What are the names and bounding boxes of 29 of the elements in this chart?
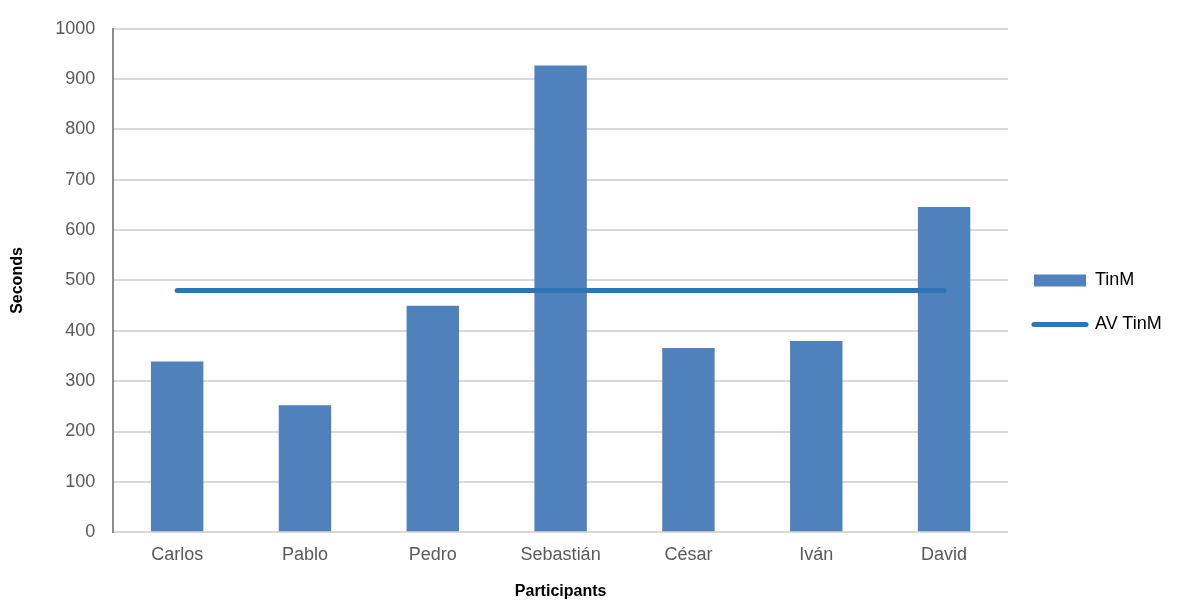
y-tick-label: 400 [65, 319, 96, 340]
legend-label: AV TinM [1094, 313, 1162, 334]
x-tick-label: David [921, 543, 968, 564]
bar [662, 347, 715, 532]
bar [278, 405, 332, 532]
bar [534, 65, 587, 532]
legend-label: TinM [1094, 269, 1135, 290]
y-tick-label: 700 [65, 168, 96, 189]
x-tick-label: Sebastián [520, 543, 601, 564]
bar [790, 340, 843, 532]
y-tick-label: 500 [65, 269, 96, 290]
y-tick-label: 900 [65, 68, 96, 89]
x-tick-label: Pablo [281, 543, 328, 564]
x-tick-label: Carlos [151, 543, 204, 564]
x-tick-label: César [664, 543, 713, 564]
y-tick-label: 1000 [55, 17, 96, 38]
y-tick-label: 200 [65, 420, 96, 441]
y-tick-label: 300 [65, 370, 96, 391]
bar [406, 305, 459, 532]
y-axis-title: Seconds [8, 247, 26, 314]
bar [150, 361, 204, 532]
x-tick-label: Iván [799, 543, 834, 564]
y-tick-label: 100 [65, 470, 96, 491]
y-tick-label: 600 [65, 219, 96, 240]
y-tick-label: 0 [85, 521, 96, 542]
bar [917, 207, 971, 532]
y-tick-label: 800 [65, 118, 96, 139]
x-axis-title: Participants [514, 581, 607, 599]
x-tick-label: Pedro [408, 543, 457, 564]
